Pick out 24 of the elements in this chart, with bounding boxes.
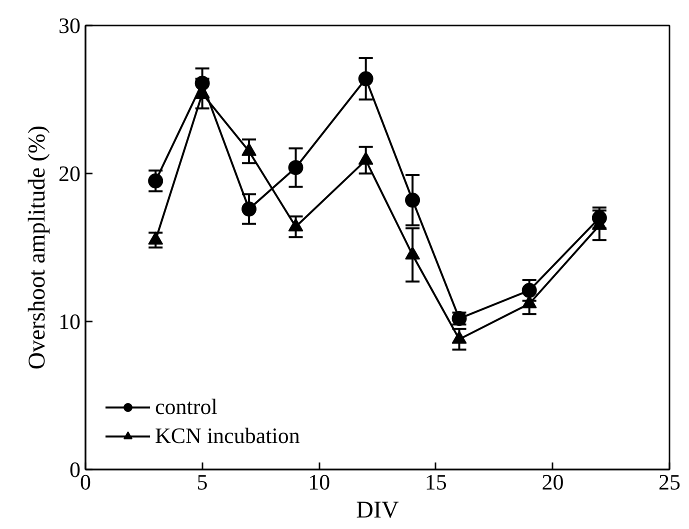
point [405,192,420,208]
legend-label: control [155,394,218,420]
point [288,218,304,232]
y-tick-label: 10 [58,309,80,334]
point [242,202,257,217]
x-tick-label: 10 [308,470,330,494]
x-tick-label: 25 [658,470,680,494]
point [288,160,304,176]
x-tick-label: 5 [196,470,208,494]
y-tick-label: 30 [58,13,80,38]
point [405,246,420,260]
y-tick-label: 20 [58,161,80,186]
point [522,282,537,298]
x-tick-label: 20 [542,470,564,494]
point [148,232,164,245]
x-tick-label: 15 [424,470,447,494]
point [148,173,164,188]
point [358,71,374,86]
point [452,330,467,344]
point [242,142,257,156]
legend-label: KCN incubation [155,423,300,449]
x-axis-title: DIV [356,498,400,524]
point [358,152,374,165]
y-axis-title: Overshoot amplitude (%) [24,126,50,370]
